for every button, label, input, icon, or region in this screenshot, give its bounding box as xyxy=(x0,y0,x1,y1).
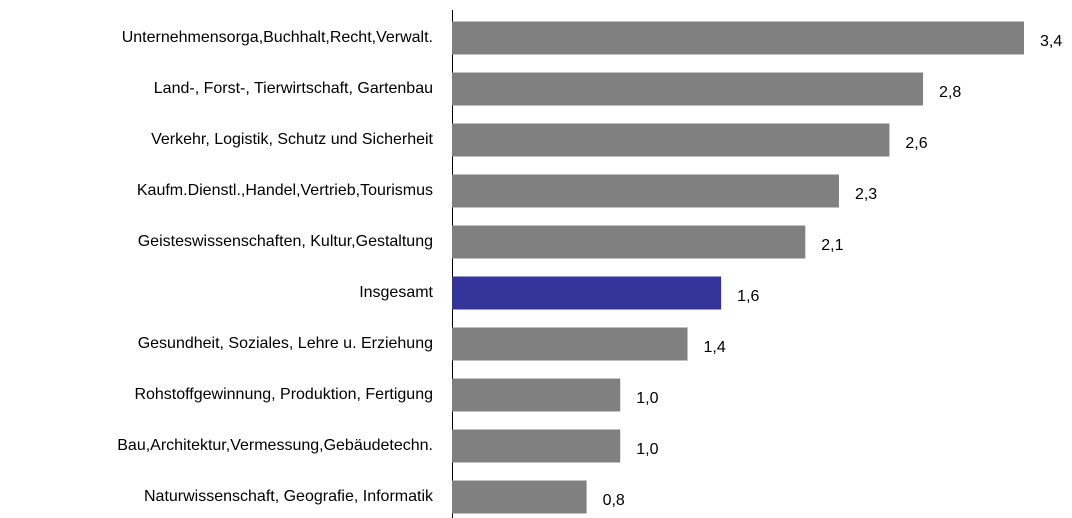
value-label: 2,6 xyxy=(905,135,927,152)
value-label: 0,8 xyxy=(603,492,625,509)
value-label: 1,6 xyxy=(737,288,759,305)
value-label: 1,4 xyxy=(704,339,726,356)
bar xyxy=(452,21,1024,55)
value-label: 1,0 xyxy=(636,390,658,407)
value-label: 3,4 xyxy=(1040,33,1062,50)
y-tick-label: Land-, Forst-, Tierwirtschaft, Gartenbau xyxy=(154,80,433,97)
value-label: 2,1 xyxy=(821,237,843,254)
y-tick-label: Unternehmensorga,Buchhalt,Recht,Verwalt. xyxy=(122,29,433,46)
bar xyxy=(452,378,621,412)
bar xyxy=(452,276,722,310)
value-label: 2,3 xyxy=(855,186,877,203)
y-tick-label: Gesundheit, Soziales, Lehre u. Erziehung xyxy=(138,335,433,352)
bar xyxy=(452,327,688,361)
y-tick-label: Naturwissenschaft, Geografie, Informatik xyxy=(144,488,434,505)
bar xyxy=(452,480,587,514)
value-label: 1,0 xyxy=(636,441,658,458)
y-tick-label: Rohstoffgewinnung, Produktion, Fertigung xyxy=(134,386,433,403)
y-tick-label: Geisteswissenschaften, Kultur,Gestaltung xyxy=(138,233,433,250)
bar xyxy=(452,429,621,463)
y-tick-label: Bau,Architektur,Vermessung,Gebäudetechn. xyxy=(117,437,433,454)
y-tick-label: Kaufm.Dienstl.,Handel,Vertrieb,Tourismus xyxy=(137,182,433,199)
value-label: 2,8 xyxy=(939,84,961,101)
bar xyxy=(452,72,924,106)
bar xyxy=(452,225,806,259)
y-tick-label: Insgesamt xyxy=(359,284,433,301)
bar xyxy=(452,123,890,157)
bar xyxy=(452,174,839,208)
y-tick-label: Verkehr, Logistik, Schutz und Sicherheit xyxy=(151,131,433,148)
